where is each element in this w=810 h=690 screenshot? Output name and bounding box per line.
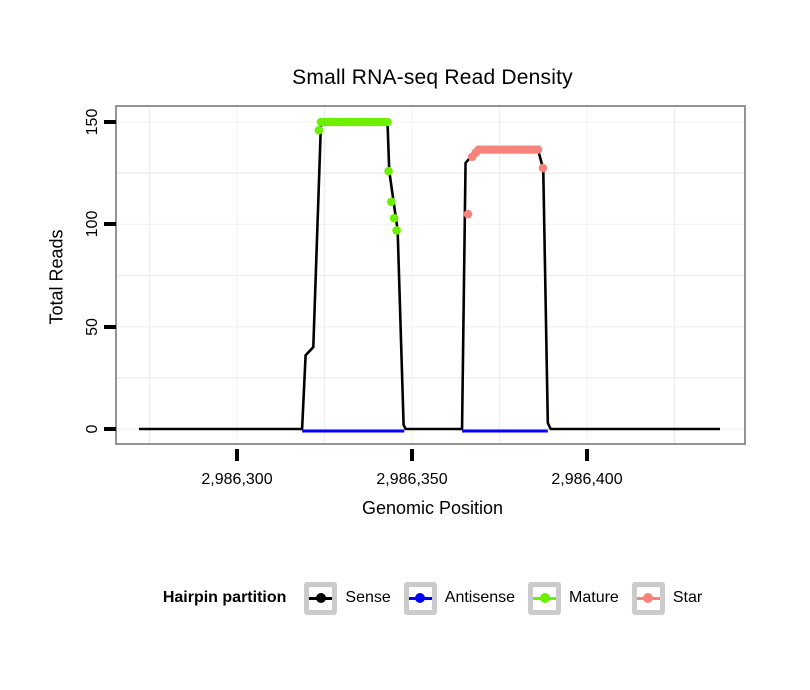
x-axis-tick-label: 2,986,350: [376, 471, 448, 488]
star-point: [533, 145, 543, 154]
mature-point: [387, 197, 396, 207]
mature-point: [383, 117, 392, 127]
chart-panel: [115, 105, 746, 445]
y-axis-tick-label: 150: [84, 108, 101, 136]
legend-key-mature: [528, 581, 562, 615]
y-axis-tick-label: 50: [84, 317, 101, 336]
sense-line: [139, 120, 720, 431]
legend-item-label: Antisense: [444, 589, 516, 606]
x-axis-tick: [235, 449, 239, 461]
x-axis-title: Genomic Position: [361, 498, 504, 518]
legend: Hairpin partition Sense Antisense Mature…: [117, 579, 748, 617]
mature-point: [384, 166, 393, 176]
legend-key-dot: [539, 593, 550, 603]
legend-item-sense: Sense: [304, 581, 391, 615]
legend-item-antisense: Antisense: [403, 581, 516, 615]
star-point: [463, 209, 473, 219]
star-point: [538, 163, 548, 173]
x-axis-tick-label: 2,986,400: [551, 471, 623, 488]
legend-key-sense: [304, 581, 338, 615]
x-axis-tick: [410, 449, 414, 461]
x-axis-tick-label: 2,986,300: [201, 471, 273, 488]
legend-title: Hairpin partition: [162, 589, 287, 606]
x-axis-tick: [585, 449, 589, 461]
legend-key-dot: [643, 593, 654, 603]
page-title: Small RNA-seq Read Density: [292, 66, 573, 89]
legend-item-label: Mature: [569, 589, 619, 606]
legend-item-label: Sense: [345, 589, 391, 606]
mature-point: [314, 125, 324, 135]
chart-canvas: [117, 107, 744, 443]
legend-key-antisense: [403, 581, 437, 615]
y-axis-title: Total Reads: [46, 229, 67, 325]
legend-item-label: Star: [672, 589, 703, 606]
mature-point: [389, 213, 399, 223]
legend-key-star: [631, 581, 665, 615]
legend-key-dot: [415, 593, 426, 603]
legend-item-mature: Mature: [528, 581, 619, 615]
mature-point: [392, 226, 401, 235]
y-axis-tick-label: 0: [84, 424, 101, 434]
legend-item-star: Star: [631, 581, 703, 615]
legend-key-dot: [315, 593, 326, 603]
y-axis-tick-label: 100: [84, 210, 101, 238]
